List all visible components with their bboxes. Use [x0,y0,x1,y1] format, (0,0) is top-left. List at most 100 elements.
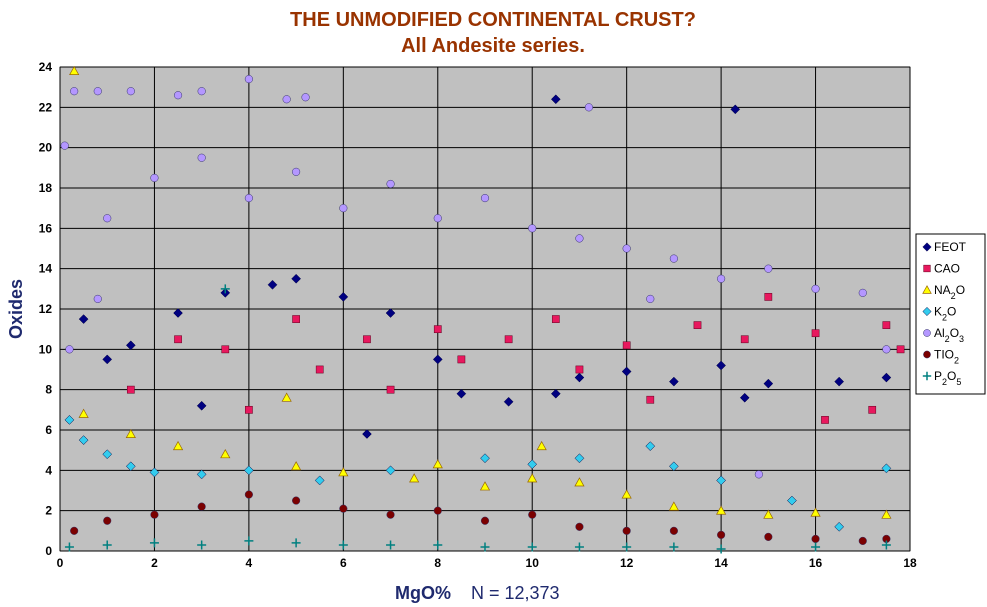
point-p2o5 [480,542,490,552]
point-k2o [574,453,585,464]
point-p2o5 [527,542,537,552]
point-al2o3 [622,244,631,253]
point-p2o5 [64,542,74,552]
point-na2o [621,489,632,499]
legend-marker [922,242,932,252]
point-k2o [881,463,892,474]
series-tio2 [70,490,891,545]
legend-marker [923,329,931,337]
point-na2o [220,448,231,459]
point-feot [739,392,750,403]
y-tick-label: 24 [39,60,53,74]
point-al2o3 [882,345,891,354]
point-feot [102,354,113,365]
point-na2o [574,477,585,487]
point-cao [315,365,324,374]
legend-item-na2o: NA2O [922,283,965,301]
point-al2o3 [93,294,102,303]
x-tick-label: 2 [151,556,158,570]
legend-label: FEOT [934,240,967,254]
point-cao [504,335,513,344]
point-p2o5 [386,540,396,550]
point-na2o [716,505,727,515]
point-feot [834,376,845,387]
point-al2o3 [197,153,206,162]
point-cao [363,335,371,344]
y-tick-label: 16 [39,221,53,235]
series-feot [78,94,892,439]
point-al2o3 [93,87,102,96]
point-p2o5 [622,542,632,552]
point-na2o [527,473,538,483]
point-al2o3 [646,294,655,303]
point-na2o [125,428,136,438]
point-p2o5 [291,538,301,548]
point-al2o3 [103,214,112,223]
legend-label: P2O5 [934,369,961,387]
legend-label: TIO2 [934,348,959,366]
point-tio2 [622,526,631,535]
point-p2o5 [220,284,230,294]
point-k2o [645,441,656,451]
point-cao [292,315,300,323]
legend-item-tio2: TIO2 [923,348,959,366]
x-tick-label: 12 [620,556,634,570]
point-cao [433,325,442,334]
y-tick-label: 2 [45,504,52,518]
point-tio2 [386,510,395,519]
point-p2o5 [669,542,679,552]
y-tick-label: 14 [39,262,53,276]
point-cao [821,416,829,424]
point-al2o3 [173,91,183,100]
x-tick-label: 18 [903,556,917,570]
point-al2o3 [244,194,253,203]
point-na2o [536,440,547,451]
point-tio2 [528,510,537,519]
point-feot [385,308,396,318]
point-p2o5 [149,538,159,548]
legend-label: NA2O [934,283,965,301]
point-al2o3 [754,470,763,479]
point-k2o [787,495,797,506]
point-feot [362,429,372,439]
point-al2o3 [197,87,206,96]
point-p2o5 [716,544,726,554]
point-al2o3 [150,173,159,182]
point-feot [881,372,892,383]
point-tio2 [150,510,159,519]
point-na2o [810,507,821,517]
point-cao [174,335,182,344]
point-feot [338,292,349,302]
point-cao [551,315,560,323]
point-p2o5 [197,540,207,550]
point-k2o [64,415,75,425]
point-k2o [125,461,136,472]
point-feot [550,94,561,105]
grid-lines [59,66,911,552]
point-k2o [314,475,325,486]
point-k2o [480,453,490,464]
point-feot [196,400,207,411]
point-na2o [78,408,89,418]
point-na2o [432,459,443,469]
point-feot [432,354,443,365]
x-tick-label: 0 [57,556,64,570]
y-axis-title: Oxides [6,279,26,339]
point-k2o [244,465,254,476]
series-p2o5 [64,284,891,554]
point-k2o [102,449,113,460]
point-feot [669,376,679,387]
point-tio2 [244,490,253,499]
legend-item-k2o: K2O [922,305,956,323]
point-cao [245,405,253,414]
point-cao [221,345,230,354]
x-tick-label: 4 [246,556,253,570]
point-tio2 [575,522,584,531]
point-al2o3 [339,204,348,213]
point-p2o5 [811,542,821,552]
point-al2o3 [386,179,395,189]
legend-marker [922,371,932,381]
point-al2o3 [575,234,584,243]
point-k2o [196,469,207,480]
